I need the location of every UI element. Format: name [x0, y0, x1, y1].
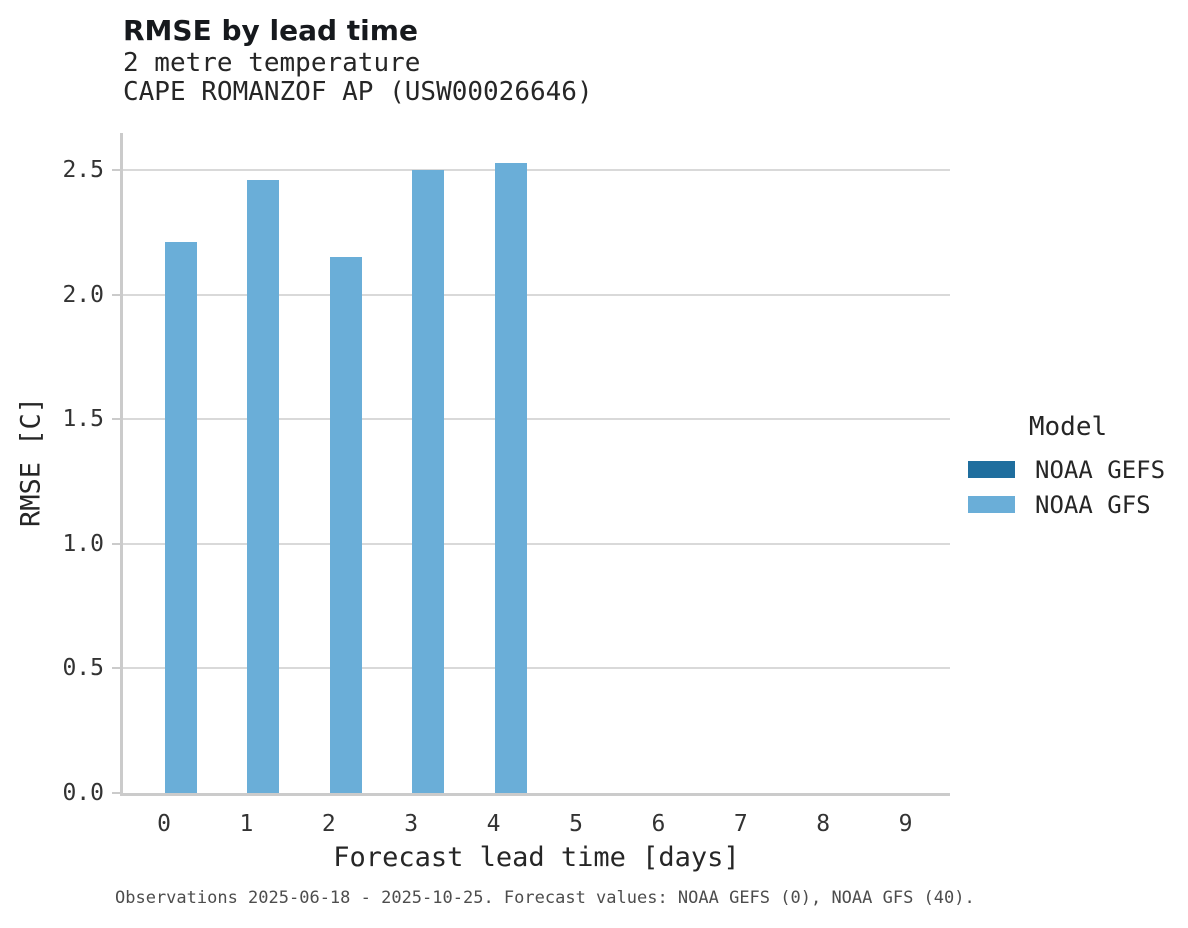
- bar-noaa-gfs-0: [165, 242, 197, 793]
- footnote: Observations 2025-06-18 - 2025-10-25. Fo…: [115, 888, 975, 908]
- chart-subtitle-station: CAPE ROMANZOF AP (USW00026646): [123, 77, 593, 107]
- y-tick-mark: [112, 169, 120, 171]
- y-tick-label: 1.5: [62, 406, 104, 433]
- x-tick-label: 0: [157, 811, 171, 837]
- y-tick-mark: [112, 418, 120, 421]
- legend-title: Model: [1028, 412, 1108, 442]
- bar-noaa-gfs-3: [412, 170, 445, 793]
- legend-row-noaa-gefs: NOAA GEFS: [968, 452, 1178, 487]
- gridline-y-2.5: [123, 169, 950, 171]
- legend-entries: NOAA GEFS NOAA GFS: [968, 452, 1178, 522]
- x-tick-label: 1: [239, 811, 254, 837]
- x-tick-label: 8: [816, 811, 831, 837]
- legend-row-noaa-gfs: NOAA GFS: [968, 487, 1178, 522]
- gridline-y-1.5: [123, 418, 950, 421]
- x-tick-label: 3: [404, 811, 419, 837]
- x-axis-title: Forecast lead time [days]: [333, 842, 740, 873]
- bar-noaa-gfs-2: [329, 257, 362, 793]
- y-tick-label: 0.5: [62, 655, 104, 682]
- bar-noaa-gfs-4: [494, 162, 527, 793]
- gridline-y-1.0: [123, 542, 950, 545]
- gridline-y-0.5: [123, 667, 950, 670]
- legend-label: NOAA GFS: [1035, 490, 1151, 519]
- y-tick-label: 2.5: [62, 157, 104, 183]
- y-tick-label: 1.0: [62, 530, 104, 557]
- x-tick-label: 4: [486, 811, 501, 837]
- gridline-y-2.0: [123, 293, 950, 296]
- legend-label: NOAA GEFS: [1035, 455, 1166, 484]
- x-tick-label: 6: [651, 811, 666, 837]
- bar-noaa-gfs-1: [247, 179, 280, 793]
- x-tick-label: 2: [321, 811, 336, 837]
- chart-title: RMSE by lead time: [123, 14, 418, 47]
- x-axis-spine: [120, 793, 950, 796]
- y-axis-spine: [120, 133, 123, 796]
- x-tick-label: 7: [733, 811, 748, 837]
- legend: Model NOAA GEFS NOAA GFS: [968, 412, 1178, 522]
- legend-swatch-icon: [968, 461, 1015, 478]
- x-tick-label: 5: [569, 811, 583, 837]
- y-tick-mark: [112, 293, 120, 296]
- y-tick-mark: [112, 542, 120, 545]
- x-tick-label: 9: [898, 811, 913, 837]
- legend-swatch-icon: [968, 496, 1015, 513]
- plot-area: [123, 135, 950, 793]
- y-tick-label: 2.0: [62, 281, 104, 308]
- chart-subtitle-variable: 2 metre temperature: [123, 48, 421, 78]
- y-tick-mark: [112, 792, 120, 794]
- y-tick-mark: [112, 667, 120, 670]
- y-tick-label: 0.0: [62, 780, 104, 806]
